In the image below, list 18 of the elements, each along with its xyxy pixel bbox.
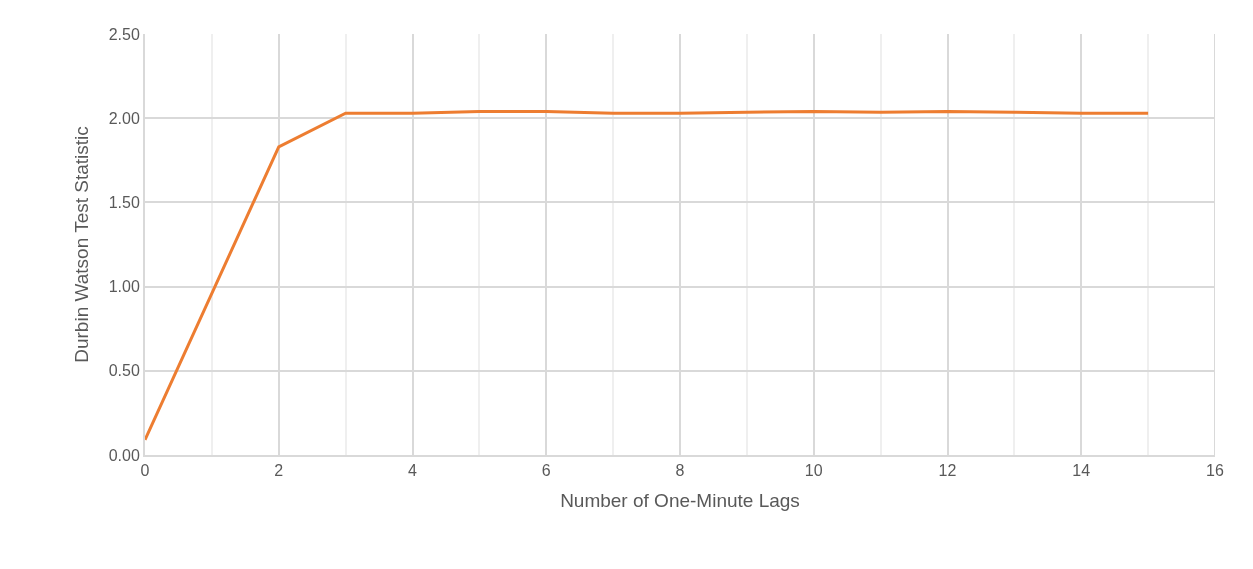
y-tick-label: 0.50 [108,362,140,380]
y-tick-label: 2.50 [108,25,140,43]
line-series [145,109,1150,442]
x-tick-label: 2 [274,462,284,480]
x-tick-label: 14 [1072,462,1091,480]
y-tick-label: 0.00 [108,446,140,464]
x-axis-title: Number of One-Minute Lags [560,489,800,511]
x-tick-label: 12 [938,462,957,480]
y-axis-title: Durbin Watson Test Statistic [71,126,93,363]
y-tick-label: 1.00 [108,278,140,296]
x-tick-label: 16 [1206,462,1224,480]
y-tick-label: 1.50 [108,194,140,211]
x-tick-label: 10 [804,462,823,480]
x-tick-label: 4 [408,462,418,480]
y-tick-label: 2.00 [108,109,140,127]
x-tick-label: 6 [541,462,551,480]
x-tick-label: 0 [140,462,150,480]
x-tick-label: 8 [675,462,685,480]
